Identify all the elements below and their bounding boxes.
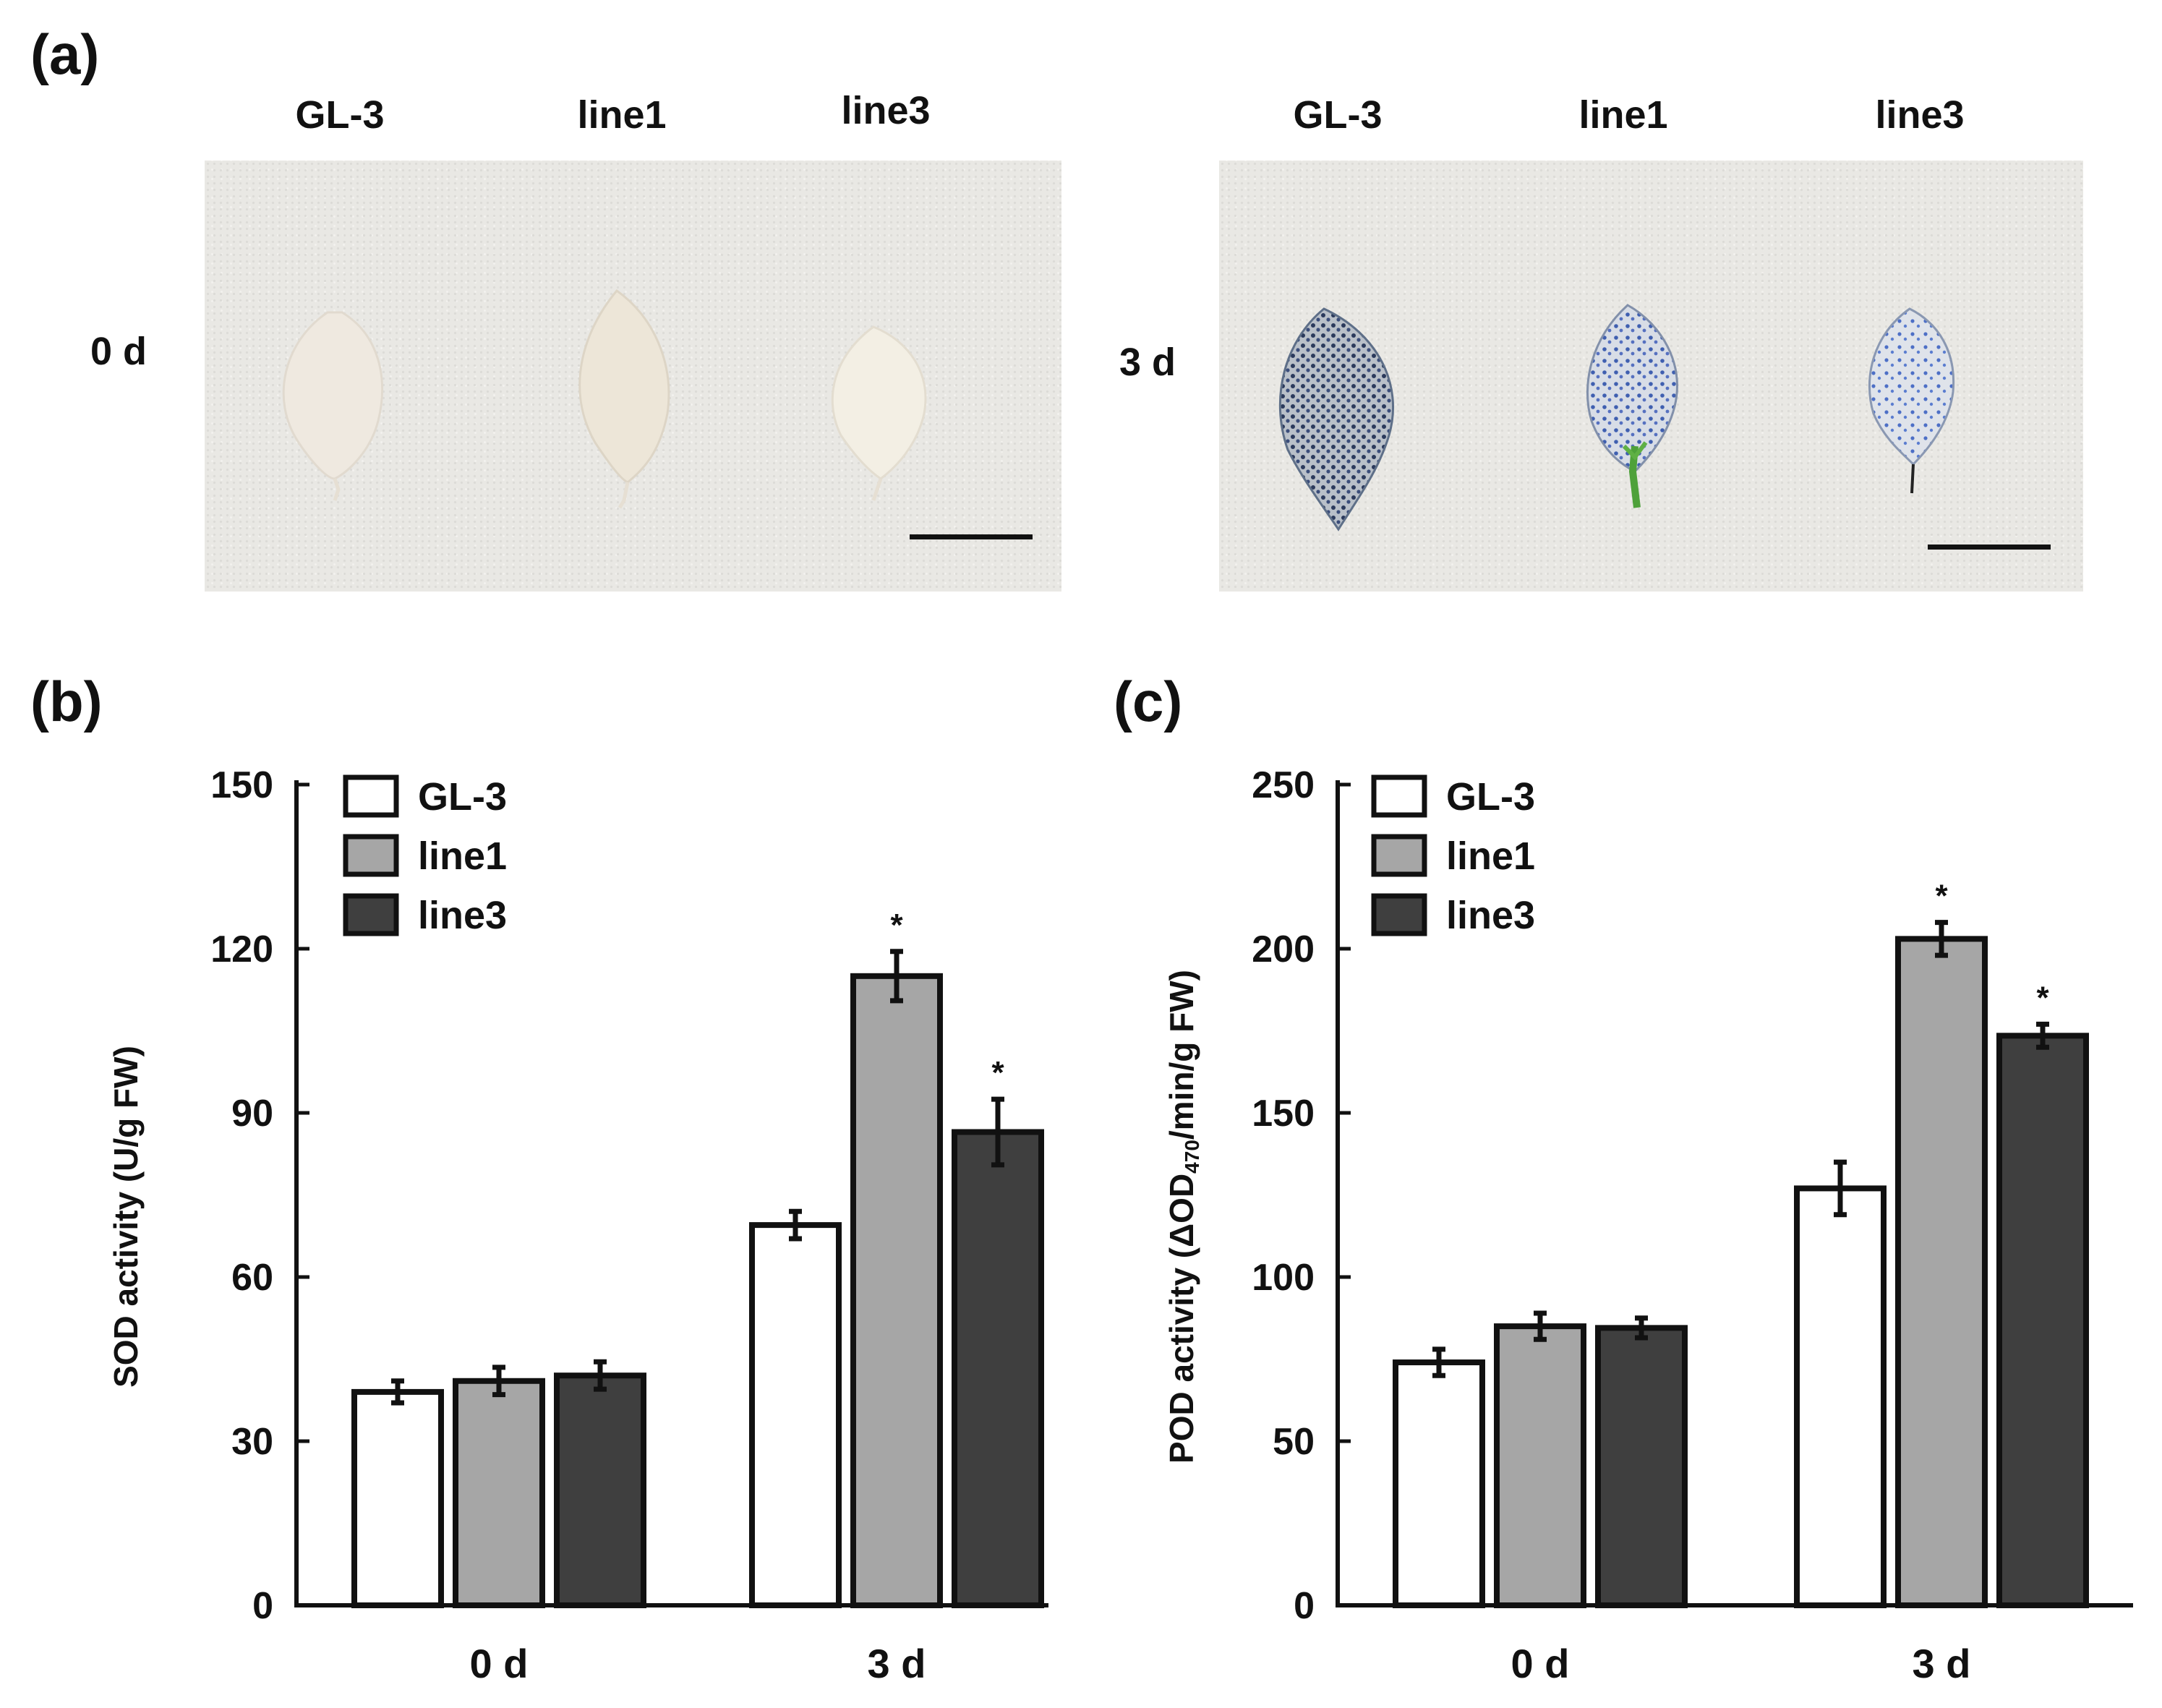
y-tick-label: 0: [1294, 1585, 1315, 1627]
leaf-line1-0d: [578, 289, 670, 509]
col-label-line1-left: line1: [577, 93, 667, 137]
leaf-line3-0d: [831, 325, 927, 501]
y-tick-label: 250: [1252, 764, 1315, 806]
row-label-3d: 3 d: [1119, 341, 1176, 384]
x-category-label: 3 d: [868, 1641, 926, 1686]
y-axis-label-tail: /min/g FW): [1163, 970, 1200, 1140]
bar-line3-0d: [554, 1372, 646, 1608]
bar-line1-3d: [850, 973, 943, 1609]
y-tick-label: 90: [231, 1093, 273, 1135]
legend-label: line3: [418, 894, 507, 937]
y-tick-label: 150: [1252, 1093, 1315, 1135]
bar-gl-3-3d: [1794, 1185, 1887, 1608]
bar-gl-3-3d: [749, 1222, 842, 1608]
col-label-line3-right: line3: [1875, 93, 1965, 137]
y-axis-label-main: POD activity (ΔOD: [1163, 1174, 1200, 1464]
legend-swatch: [1371, 893, 1427, 936]
y-tick-label: 150: [210, 764, 273, 806]
y-axis-label: POD activity (ΔOD470/min/g FW): [1163, 970, 1203, 1464]
bar-line3-0d: [1595, 1325, 1688, 1608]
legend-swatch: [343, 774, 399, 818]
legend-label: GL-3: [1446, 775, 1535, 819]
col-label-line3-left: line3: [841, 89, 931, 132]
y-tick-label: 120: [210, 928, 273, 970]
col-label-line1-right: line1: [1578, 93, 1668, 137]
photo-3d-leaves: [1278, 304, 1955, 531]
x-category-label: 3 d: [1913, 1641, 1971, 1686]
bar-line1-0d: [453, 1378, 545, 1608]
scale-bar-left: [910, 534, 1033, 539]
y-axis-label-subscript: 470: [1181, 1140, 1203, 1174]
photo-0d-leaves: [282, 289, 927, 509]
col-label-gl3-right: GL-3: [1293, 93, 1383, 137]
bar-line3-3d: [1996, 1033, 2089, 1608]
panel-c-label: (c): [1114, 670, 1183, 733]
leaf-gl3-3d: [1278, 307, 1395, 531]
y-tick-label: 0: [252, 1585, 273, 1627]
legend-label: line1: [418, 834, 507, 878]
bar-gl-3-0d: [1393, 1359, 1485, 1608]
legend-label: GL-3: [418, 775, 507, 819]
legend-swatch: [1371, 774, 1427, 818]
leaf-gl3-0d: [282, 311, 383, 501]
legend-swatch: [343, 893, 399, 936]
leaf-line1-3d: [1586, 304, 1678, 508]
photo-0d: [205, 161, 1061, 592]
bar-gl-3-0d: [351, 1388, 444, 1609]
panel-b-label: (b): [30, 670, 103, 733]
leaf-line3-3d: [1868, 307, 1955, 494]
bar-line3-3d: [952, 1129, 1044, 1608]
significance-marker: *: [890, 908, 903, 943]
legend-label: line1: [1446, 834, 1535, 878]
x-category-label: 0 d: [1511, 1641, 1570, 1686]
y-tick-label: 100: [1252, 1257, 1315, 1299]
x-category-label: 0 d: [470, 1641, 529, 1686]
legend-swatch: [1371, 834, 1427, 877]
bar-line1-0d: [1494, 1323, 1586, 1608]
y-axis-label: SOD activity (U/g FW): [107, 1046, 145, 1388]
y-tick-label: 200: [1252, 928, 1315, 970]
row-label-0d: 0 d: [90, 330, 148, 373]
legend-label: line3: [1446, 894, 1535, 937]
y-tick-label: 60: [231, 1257, 273, 1299]
panel-a-label: (a): [30, 22, 100, 86]
photo-3d: [1219, 161, 2083, 592]
significance-marker: *: [991, 1055, 1004, 1090]
significance-marker: *: [2036, 980, 2049, 1015]
sod-activity-chart: 0 30 60 90 120 150 SOD activity (U/g FW) 0 d * * 3…: [107, 764, 1048, 1686]
y-tick-label: 30: [231, 1421, 273, 1463]
pod-activity-chart: 0 50 100 150 200 250 POD activity (ΔOD470/min/…: [1163, 764, 2133, 1686]
bar-line1-3d: [1895, 936, 1988, 1608]
col-label-gl3-left: GL-3: [295, 93, 385, 137]
legend-swatch: [343, 834, 399, 877]
significance-marker: *: [1935, 879, 1948, 914]
y-tick-label: 50: [1273, 1421, 1315, 1463]
scale-bar-right: [1928, 545, 2051, 550]
